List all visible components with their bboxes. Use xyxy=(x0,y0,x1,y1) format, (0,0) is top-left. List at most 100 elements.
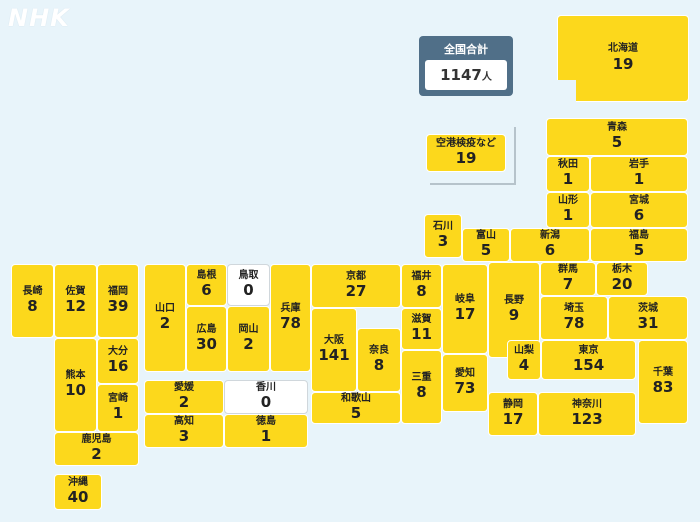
region-name: 静岡 xyxy=(503,398,523,410)
region-niigata[interactable]: 新潟 6 xyxy=(510,228,590,262)
region-name: 和歌山 xyxy=(341,392,371,404)
region-name: 奈良 xyxy=(369,344,389,356)
region-name: 大分 xyxy=(108,345,128,357)
region-name: 島根 xyxy=(196,269,217,281)
region-akita[interactable]: 秋田 1 xyxy=(546,156,590,192)
region-gifu[interactable]: 岐阜 17 xyxy=(442,264,488,354)
region-name: 神奈川 xyxy=(572,398,602,410)
region-name: 長野 xyxy=(504,294,524,306)
region-quarantine[interactable]: 空港検疫など 19 xyxy=(426,134,506,172)
region-name: 兵庫 xyxy=(280,302,301,314)
region-count: 4 xyxy=(518,356,530,375)
region-name: 東京 xyxy=(578,344,599,356)
region-tokyo[interactable]: 東京 154 xyxy=(541,340,636,380)
region-name: 福島 xyxy=(629,229,649,241)
region-name: 山梨 xyxy=(514,344,534,356)
region-count: 17 xyxy=(454,305,476,324)
region-ibaraki[interactable]: 茨城 31 xyxy=(608,296,688,340)
region-fukuoka[interactable]: 福岡 39 xyxy=(97,264,139,338)
region-count: 1 xyxy=(562,206,574,225)
region-name: 沖縄 xyxy=(68,476,88,488)
region-count: 78 xyxy=(563,314,585,333)
region-miyagi[interactable]: 宮城 6 xyxy=(590,192,688,228)
region-count: 5 xyxy=(350,404,362,423)
region-name: 愛媛 xyxy=(174,381,194,393)
region-fukui[interactable]: 福井 8 xyxy=(401,264,442,308)
region-count: 19 xyxy=(455,149,477,168)
region-count: 8 xyxy=(373,356,385,375)
region-count: 7 xyxy=(562,275,574,294)
region-count: 1 xyxy=(260,427,272,446)
region-tochigi[interactable]: 栃木 20 xyxy=(596,262,648,296)
region-yamaguchi[interactable]: 山口 2 xyxy=(144,264,186,372)
region-tottori[interactable]: 鳥取 0 xyxy=(227,264,270,306)
region-okinawa[interactable]: 沖縄 40 xyxy=(54,474,102,510)
region-toyama[interactable]: 富山 5 xyxy=(462,228,510,262)
region-count: 1 xyxy=(633,170,645,189)
region-saga[interactable]: 佐賀 12 xyxy=(54,264,97,338)
region-name: 鳥取 xyxy=(238,269,259,281)
region-name: 広島 xyxy=(196,323,217,335)
region-mie[interactable]: 三重 8 xyxy=(401,350,442,424)
region-osaka[interactable]: 大阪 141 xyxy=(311,308,357,392)
region-yamagata[interactable]: 山形 1 xyxy=(546,192,590,228)
region-shiga[interactable]: 滋賀 11 xyxy=(401,308,442,350)
region-nagasaki[interactable]: 長崎 8 xyxy=(11,264,54,338)
region-fukushima[interactable]: 福島 5 xyxy=(590,228,688,262)
region-count: 6 xyxy=(544,241,556,260)
region-count: 30 xyxy=(196,335,217,354)
region-name: 茨城 xyxy=(638,302,658,314)
region-tokushima[interactable]: 徳島 1 xyxy=(224,414,308,448)
region-count: 2 xyxy=(243,335,254,354)
region-kagoshima[interactable]: 鹿児島 2 xyxy=(54,432,139,466)
region-name: 鹿児島 xyxy=(81,433,112,445)
region-chiba[interactable]: 千葉 83 xyxy=(638,340,688,424)
region-count: 16 xyxy=(107,357,129,376)
region-ishikawa[interactable]: 石川 3 xyxy=(424,214,462,258)
region-count: 11 xyxy=(411,325,432,344)
region-count: 31 xyxy=(637,314,659,333)
region-count: 0 xyxy=(260,393,272,412)
region-gunma[interactable]: 群馬 7 xyxy=(540,262,596,296)
region-kochi[interactable]: 高知 3 xyxy=(144,414,224,448)
region-name: 香川 xyxy=(256,381,276,393)
region-okayama[interactable]: 岡山 2 xyxy=(227,306,270,372)
region-count: 39 xyxy=(107,297,129,316)
region-kagawa[interactable]: 香川 0 xyxy=(224,380,308,414)
region-ehime[interactable]: 愛媛 2 xyxy=(144,380,224,414)
region-name: 福岡 xyxy=(108,285,128,297)
region-miyazaki[interactable]: 宮崎 1 xyxy=(97,384,139,432)
region-kumamoto[interactable]: 熊本 10 xyxy=(54,338,97,432)
region-count: 78 xyxy=(280,314,301,333)
hokkaido-notch xyxy=(546,80,576,102)
region-name: 滋賀 xyxy=(411,313,432,325)
region-saitama[interactable]: 埼玉 78 xyxy=(540,296,608,340)
region-name: 長崎 xyxy=(22,285,43,297)
region-wakayama[interactable]: 和歌山 5 xyxy=(311,392,401,424)
region-iwate[interactable]: 岩手 1 xyxy=(590,156,688,192)
region-name: 埼玉 xyxy=(564,302,584,314)
region-count: 3 xyxy=(178,427,190,446)
region-count: 8 xyxy=(416,383,427,402)
region-hokkaido[interactable]: 北海道 19 xyxy=(557,15,689,102)
region-count: 17 xyxy=(502,410,524,429)
region-shimane[interactable]: 島根 6 xyxy=(186,264,227,306)
region-count: 2 xyxy=(91,445,102,464)
region-name: 宮城 xyxy=(629,194,649,206)
region-aomori[interactable]: 青森 5 xyxy=(546,118,688,156)
region-kyoto[interactable]: 京都 27 xyxy=(311,264,401,308)
region-aichi[interactable]: 愛知 73 xyxy=(442,354,488,412)
region-count: 154 xyxy=(572,356,605,375)
region-yamanashi[interactable]: 山梨 4 xyxy=(507,340,541,380)
region-oita[interactable]: 大分 16 xyxy=(97,338,139,384)
region-count: 3 xyxy=(437,232,449,251)
region-hyogo[interactable]: 兵庫 78 xyxy=(270,264,311,372)
region-name: 岩手 xyxy=(629,158,649,170)
region-shizuoka[interactable]: 静岡 17 xyxy=(488,392,538,436)
region-count: 2 xyxy=(178,393,190,412)
region-nara[interactable]: 奈良 8 xyxy=(357,328,401,392)
region-kanagawa[interactable]: 神奈川 123 xyxy=(538,392,636,436)
region-count: 5 xyxy=(480,241,492,260)
region-hiroshima[interactable]: 広島 30 xyxy=(186,306,227,372)
region-name: 山口 xyxy=(155,302,175,314)
